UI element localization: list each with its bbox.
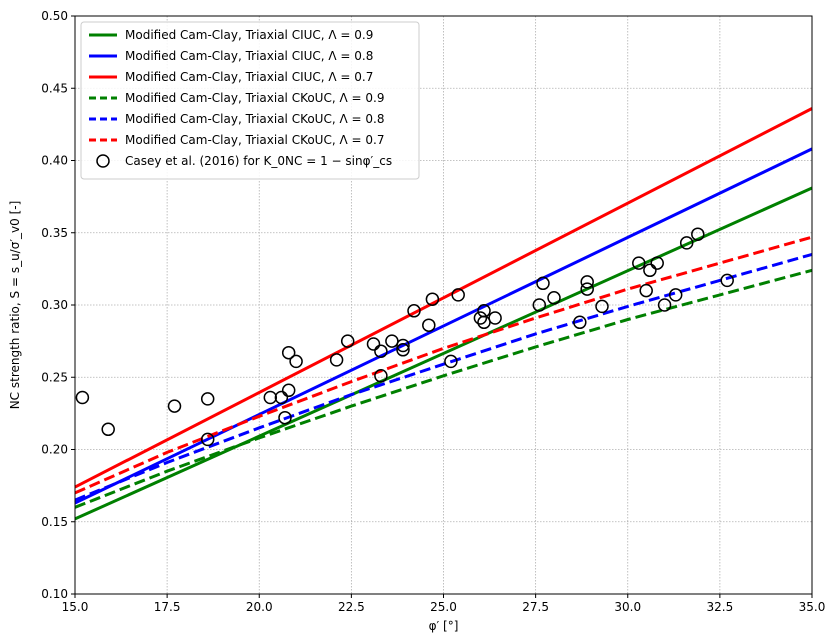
- legend-label: Modified Cam-Clay, Triaxial CIUC, Λ = 0.…: [125, 70, 373, 84]
- series-line-3: [74, 107, 813, 489]
- casey-data-point: [289, 354, 303, 369]
- casey-data-point: [668, 288, 683, 302]
- legend-marker: [96, 154, 110, 168]
- casey-data-point: [396, 338, 410, 353]
- casey-data-point: [643, 263, 657, 278]
- casey-data-point: [281, 345, 296, 360]
- casey-data-point: [329, 353, 344, 367]
- y-tick-label: 0.15: [41, 515, 68, 529]
- casey-data-point: [200, 432, 215, 447]
- casey-data-point: [407, 304, 421, 318]
- legend-box: [80, 21, 420, 180]
- series-line-5: [74, 252, 813, 502]
- casey-data-point: [691, 227, 705, 241]
- casey-data-point: [422, 318, 436, 332]
- y-tick-label: 0.45: [41, 81, 68, 95]
- casey-data-point: [632, 256, 646, 270]
- casey-data-point: [366, 337, 381, 351]
- series-line-2: [74, 147, 813, 505]
- casey-data-point: [473, 311, 488, 325]
- x-axis-ticks: 15.0 17.5 20.0 22.5 25.0 27.5 30.0 32.5 35.0: [62, 594, 826, 614]
- series-line-4: [74, 268, 813, 509]
- scatter-points: [75, 227, 734, 447]
- series-lines: [74, 107, 813, 521]
- y-tick-label: 0.30: [41, 298, 68, 312]
- casey-data-point: [595, 299, 609, 314]
- x-tick-label: 32.5: [707, 600, 734, 614]
- casey-data-point: [200, 392, 215, 406]
- x-tick-label: 35.0: [799, 600, 826, 614]
- casey-data-point: [263, 390, 278, 405]
- y-axis-label: NC strength ratio, S = s_u/σ′_v0 [-]: [8, 201, 22, 410]
- casey-data-point: [167, 399, 182, 413]
- y-tick-label: 0.10: [41, 587, 68, 601]
- casey-data-point: [340, 334, 355, 348]
- legend-label: Casey et al. (2016) for K_0NC = 1 − sinφ…: [125, 154, 392, 168]
- casey-data-point: [547, 291, 561, 305]
- legend: Modified Cam-Clay, Triaxial CIUC, Λ = 0.…: [80, 21, 420, 180]
- casey-data-point: [580, 282, 594, 296]
- casey-data-point: [580, 275, 594, 289]
- x-tick-label: 20.0: [246, 600, 273, 614]
- y-tick-label: 0.50: [41, 9, 68, 23]
- casey-data-point: [75, 390, 90, 405]
- casey-data-point: [679, 236, 694, 250]
- casey-data-point: [374, 369, 388, 383]
- y-tick-label: 0.25: [41, 370, 68, 384]
- casey-data-point: [536, 276, 550, 291]
- y-axis-ticks: 0.10 0.15 0.20 0.25 0.30 0.35 0.40 0.45 0.50: [41, 9, 75, 601]
- casey-data-point: [720, 273, 734, 288]
- casey-data-point: [573, 315, 587, 330]
- x-axis-label: φ′ [°]: [429, 619, 459, 633]
- casey-data-point: [657, 298, 672, 312]
- casey-data-point: [278, 410, 292, 425]
- casey-data-point: [374, 344, 388, 358]
- x-tick-label: 27.5: [522, 600, 549, 614]
- casey-data-point: [425, 292, 440, 306]
- x-tick-label: 25.0: [430, 600, 457, 614]
- casey-data-point: [396, 343, 410, 357]
- casey-data-point: [385, 334, 399, 348]
- y-tick-label: 0.35: [41, 226, 68, 240]
- casey-data-point: [281, 383, 296, 398]
- legend-label: Modified Cam-Clay, Triaxial CIUC, Λ = 0.…: [125, 28, 373, 42]
- casey-data-point: [101, 422, 115, 437]
- legend-label: Modified Cam-Clay, Triaxial CIUC, Λ = 0.…: [125, 49, 373, 63]
- casey-data-point: [532, 298, 547, 312]
- y-tick-label: 0.20: [41, 443, 68, 457]
- casey-data-point: [488, 311, 502, 325]
- legend-label: Modified Cam-Clay, Triaxial CKoUC, Λ = 0…: [125, 91, 384, 105]
- series-line-1: [74, 186, 813, 521]
- x-tick-label: 15.0: [62, 600, 89, 614]
- legend-label: Modified Cam-Clay, Triaxial CKoUC, Λ = 0…: [125, 112, 384, 126]
- x-tick-label: 17.5: [154, 600, 181, 614]
- y-tick-label: 0.40: [41, 154, 68, 168]
- casey-data-point: [451, 288, 465, 302]
- casey-data-point: [639, 283, 653, 298]
- x-tick-label: 22.5: [338, 600, 365, 614]
- casey-data-point: [274, 390, 289, 405]
- casey-data-point: [650, 256, 664, 270]
- casey-data-point: [444, 354, 458, 369]
- series-line-6: [74, 235, 813, 495]
- x-tick-label: 30.0: [614, 600, 641, 614]
- legend-label: Modified Cam-Clay, Triaxial CKoUC, Λ = 0…: [125, 133, 384, 147]
